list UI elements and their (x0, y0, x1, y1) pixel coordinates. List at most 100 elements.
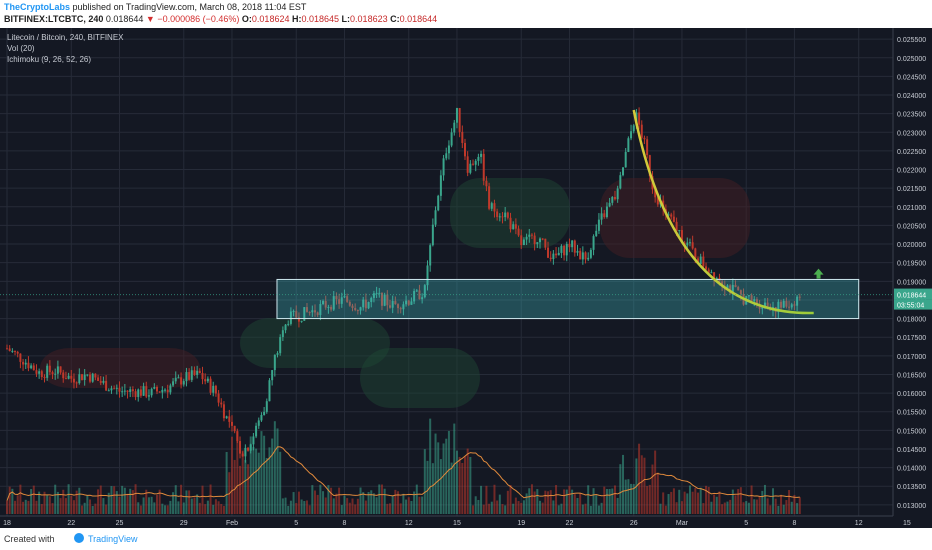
volume-bar (758, 496, 761, 514)
legend-ichimoku[interactable]: Ichimoku (9, 26, 52, 26) (7, 55, 92, 64)
volume-bar (788, 490, 791, 514)
candle-body (453, 122, 456, 133)
candle-body (498, 216, 501, 218)
volume-bar (214, 499, 217, 514)
price-chart[interactable]: 0.025500 0.025000 0.024500 0.024000 0.023500… (0, 28, 932, 528)
up-arrow-icon (813, 268, 824, 279)
low-value: 0.018623 (350, 14, 388, 24)
candle-body (126, 390, 129, 392)
volume-bar (222, 505, 225, 514)
candle-body (790, 304, 793, 308)
candle-body (214, 385, 217, 394)
volume-bar (552, 500, 555, 514)
volume-bar (8, 486, 11, 514)
volume-bar (798, 497, 801, 514)
candle-body (102, 380, 105, 383)
candle-body (314, 310, 317, 313)
candle-body (798, 296, 801, 298)
candle-body (737, 287, 740, 291)
candle-body (89, 374, 92, 382)
candle-body (734, 284, 737, 288)
volume-bar (185, 490, 188, 514)
volume-bar (485, 485, 488, 514)
volume-bar (289, 500, 292, 514)
volume-bar (260, 431, 263, 514)
volume-bar (190, 498, 193, 514)
volume-bar (54, 484, 57, 514)
candle-body (394, 301, 397, 305)
volume-bar (356, 498, 359, 514)
volume-bar (715, 496, 718, 514)
candle-body (198, 370, 201, 374)
candle-body (161, 389, 164, 393)
volume-bar (402, 493, 405, 514)
candle-body (134, 391, 137, 398)
volume-bar (630, 483, 633, 514)
volume-bar (573, 494, 576, 514)
volume-bar (220, 503, 223, 514)
volume-bar (370, 490, 373, 514)
candle-body (348, 301, 351, 306)
volume-bar (688, 485, 691, 514)
volume-bar (648, 484, 651, 514)
author-link[interactable]: TheCryptoLabs (4, 2, 71, 12)
volume-bar (378, 484, 381, 514)
volume-bar (622, 454, 625, 514)
candle-body (522, 239, 525, 246)
candle-body (244, 447, 247, 457)
candle-body (247, 447, 250, 451)
volume-bar (174, 485, 177, 514)
legend-volume[interactable]: Vol (20) (7, 44, 35, 53)
candle-body (547, 247, 550, 258)
candle-body (747, 295, 750, 297)
volume-bar (129, 488, 132, 514)
volume-bar (691, 491, 694, 514)
candle-body (533, 235, 536, 245)
volume-bar (206, 500, 209, 514)
time-tick-label: 19 (517, 520, 525, 527)
volume-bar (447, 430, 450, 514)
candle-body (667, 214, 670, 216)
volume-ma-line (6, 446, 800, 501)
volume-bar (659, 503, 662, 514)
volume-bar (796, 503, 799, 514)
volume-bar (305, 500, 308, 514)
candle-body (343, 296, 346, 298)
volume-bar (348, 502, 351, 514)
volume-bar (273, 421, 276, 514)
volume-bar (263, 435, 266, 514)
candle-body (67, 375, 70, 379)
volume-bar (667, 493, 670, 514)
candle-body (391, 301, 394, 308)
volume-bar (134, 484, 137, 514)
volume-bar (755, 499, 758, 514)
volume-bar (147, 497, 150, 514)
volume-bar (450, 462, 453, 514)
candle-body (763, 302, 766, 307)
volume-bar (721, 504, 724, 514)
price-tick-label: 0.022000 (897, 168, 926, 175)
tradingview-link[interactable]: TradingView (88, 534, 138, 544)
volume-bar (91, 505, 94, 514)
candle-body (721, 281, 724, 287)
candle-body (113, 388, 116, 390)
candle-body (506, 212, 509, 218)
candle-body (268, 380, 271, 402)
candle-body (472, 163, 475, 165)
rounding-bottom-curve (632, 109, 814, 315)
volume-bar (731, 489, 734, 514)
chart-area[interactable]: 0.025500 0.025000 0.024500 0.024000 0.023500… (0, 28, 932, 528)
volume-bar (442, 443, 445, 514)
price-tick-label: 0.018000 (897, 317, 926, 324)
volume-bar (359, 487, 362, 514)
volume-bar (201, 485, 204, 514)
time-tick-label: 8 (792, 520, 796, 527)
volume-bar (364, 500, 367, 514)
time-tick-label: 15 (903, 520, 911, 527)
time-tick-label: Mar (676, 520, 689, 527)
volume-bar (153, 502, 156, 514)
volume-bar (142, 497, 145, 514)
candle-body (731, 284, 734, 294)
volume-bar (723, 502, 726, 514)
candle-body (646, 139, 649, 156)
